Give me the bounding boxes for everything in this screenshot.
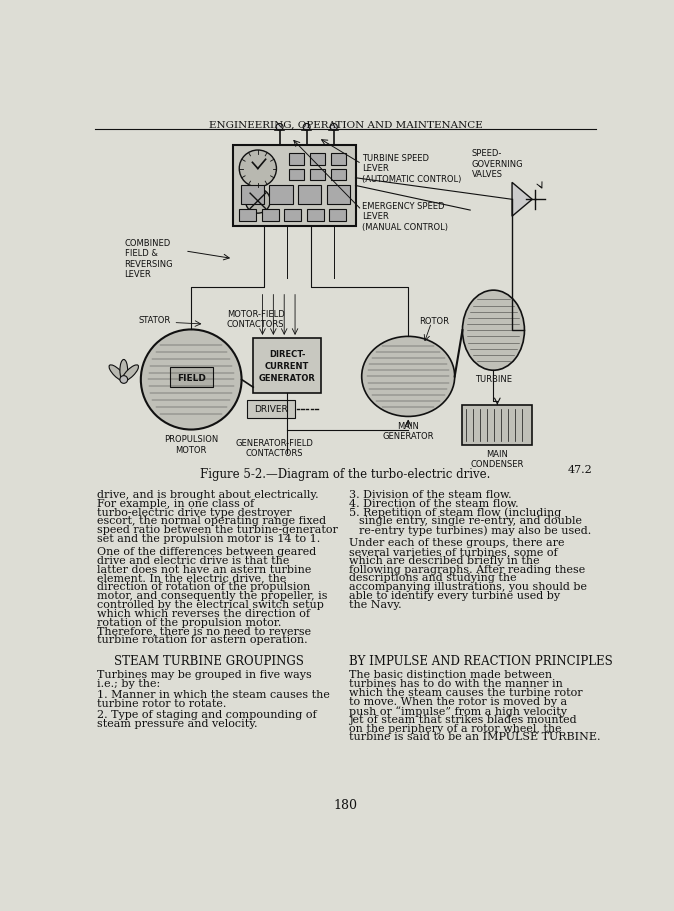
Text: ROTOR: ROTOR xyxy=(419,317,449,326)
Bar xyxy=(298,186,321,205)
Text: single entry, single re-entry, and double: single entry, single re-entry, and doubl… xyxy=(359,516,582,526)
Ellipse shape xyxy=(120,360,127,382)
Text: push or “impulse” from a high velocity: push or “impulse” from a high velocity xyxy=(349,705,568,716)
Text: PROPULSION
MOTOR: PROPULSION MOTOR xyxy=(164,435,218,454)
Bar xyxy=(270,186,293,205)
Text: FIELD: FIELD xyxy=(177,374,206,383)
Text: element. In the electric drive, the: element. In the electric drive, the xyxy=(96,573,286,583)
Text: 2. Type of staging and compounding of: 2. Type of staging and compounding of xyxy=(96,710,316,720)
Text: re-entry type turbines) may also be used.: re-entry type turbines) may also be used… xyxy=(359,525,591,536)
Ellipse shape xyxy=(122,365,138,382)
Text: to move. When the rotor is moved by a: to move. When the rotor is moved by a xyxy=(349,696,568,706)
Text: 3. Division of the steam flow.: 3. Division of the steam flow. xyxy=(349,489,512,499)
Text: i.e.; by the:: i.e.; by the: xyxy=(96,679,160,689)
Text: escort, the normal operating range fixed: escort, the normal operating range fixed xyxy=(96,516,326,526)
Text: 4. Direction of the steam flow.: 4. Direction of the steam flow. xyxy=(349,498,519,508)
Text: which which reverses the direction of: which which reverses the direction of xyxy=(96,609,309,618)
Text: turbine is said to be an IMPULSE TURBINE.: turbine is said to be an IMPULSE TURBINE… xyxy=(349,732,601,742)
Bar xyxy=(462,405,532,445)
Text: 180: 180 xyxy=(334,798,357,811)
Text: jet of steam that strikes blades mounted: jet of steam that strikes blades mounted xyxy=(349,714,577,724)
Text: following paragraphs. After reading these: following paragraphs. After reading thes… xyxy=(349,564,586,574)
Ellipse shape xyxy=(362,337,455,417)
Text: STEAM TURBINE GROUPINGS: STEAM TURBINE GROUPINGS xyxy=(114,654,304,667)
Text: set and the propulsion motor is 14 to 1.: set and the propulsion motor is 14 to 1. xyxy=(96,534,320,544)
Bar xyxy=(289,169,305,181)
Text: ENGINEERING, OPERATION AND MAINTENANCE: ENGINEERING, OPERATION AND MAINTENANCE xyxy=(208,120,483,129)
Text: For example, in one class of: For example, in one class of xyxy=(96,498,254,508)
Text: STATOR: STATOR xyxy=(138,315,171,324)
Text: speed ratio between the turbine-generator: speed ratio between the turbine-generato… xyxy=(96,525,338,535)
Bar xyxy=(262,210,279,221)
Text: motor, and consequently the propeller, is: motor, and consequently the propeller, i… xyxy=(96,590,327,600)
Text: several varieties of turbines, some of: several varieties of turbines, some of xyxy=(349,547,558,557)
Text: steam pressure and velocity.: steam pressure and velocity. xyxy=(96,719,257,729)
Text: GENERATOR-FIELD
CONTACTORS: GENERATOR-FIELD CONTACTORS xyxy=(235,438,313,458)
Text: DIRECT-
CURRENT
GENERATOR: DIRECT- CURRENT GENERATOR xyxy=(259,350,315,383)
Circle shape xyxy=(239,151,276,188)
Ellipse shape xyxy=(109,365,125,382)
Text: BY IMPULSE AND REACTION PRINCIPLES: BY IMPULSE AND REACTION PRINCIPLES xyxy=(349,654,613,667)
Circle shape xyxy=(303,124,310,131)
Text: EMERGENCY SPEED
LEVER
(MANUAL CONTROL): EMERGENCY SPEED LEVER (MANUAL CONTROL) xyxy=(362,201,448,231)
Bar xyxy=(331,169,346,181)
Text: MAIN
GENERATOR: MAIN GENERATOR xyxy=(382,422,434,441)
Polygon shape xyxy=(512,183,532,217)
Circle shape xyxy=(330,124,337,131)
Text: 47.2: 47.2 xyxy=(568,465,592,475)
Text: descriptions and studying the: descriptions and studying the xyxy=(349,573,517,583)
Text: MOTOR-FIELD
CONTACTORS: MOTOR-FIELD CONTACTORS xyxy=(227,310,284,329)
Text: TURBINE: TURBINE xyxy=(475,374,512,384)
Text: SPEED-
GOVERNING
VALVES: SPEED- GOVERNING VALVES xyxy=(472,149,524,179)
Text: One of the differences between geared: One of the differences between geared xyxy=(96,547,316,557)
Text: 5. Repetition of steam flow (including: 5. Repetition of steam flow (including xyxy=(349,507,561,517)
Text: the Navy.: the Navy. xyxy=(349,599,402,609)
Text: TURBINE SPEED
LEVER
(AUTOMATIC CONTROL): TURBINE SPEED LEVER (AUTOMATIC CONTROL) xyxy=(362,154,461,184)
Text: rotation of the propulsion motor.: rotation of the propulsion motor. xyxy=(96,617,281,627)
Text: latter does not have an astern turbine: latter does not have an astern turbine xyxy=(96,564,311,574)
Text: turbines has to do with the manner in: turbines has to do with the manner in xyxy=(349,679,563,689)
Bar xyxy=(247,400,295,418)
Text: drive, and is brought about electrically.: drive, and is brought about electrically… xyxy=(96,489,318,499)
Bar xyxy=(327,186,350,205)
Text: which are described briefly in the: which are described briefly in the xyxy=(349,555,540,565)
Ellipse shape xyxy=(462,291,524,371)
Text: 1. Manner in which the steam causes the: 1. Manner in which the steam causes the xyxy=(96,690,330,700)
Text: Figure 5-2.—Diagram of the turbo-electric drive.: Figure 5-2.—Diagram of the turbo-electri… xyxy=(200,467,491,481)
Text: COMBINED
FIELD &
REVERSING
LEVER: COMBINED FIELD & REVERSING LEVER xyxy=(125,239,173,279)
Bar xyxy=(169,368,213,388)
Text: Under each of these groups, there are: Under each of these groups, there are xyxy=(349,537,565,548)
Text: Turbines may be grouped in five ways: Turbines may be grouped in five ways xyxy=(96,670,311,680)
Bar xyxy=(233,147,355,227)
Text: controlled by the electrical switch setup: controlled by the electrical switch setu… xyxy=(96,599,324,609)
Bar xyxy=(241,186,264,205)
Text: accompanying illustrations, you should be: accompanying illustrations, you should b… xyxy=(349,581,587,591)
Text: turbine rotation for astern operation.: turbine rotation for astern operation. xyxy=(96,635,307,645)
Text: turbine rotor to rotate.: turbine rotor to rotate. xyxy=(96,699,226,709)
Text: turbo-electric drive type destroyer: turbo-electric drive type destroyer xyxy=(96,507,291,517)
Bar xyxy=(310,154,326,166)
Text: The basic distinction made between: The basic distinction made between xyxy=(349,670,553,680)
Bar xyxy=(289,154,305,166)
Bar xyxy=(329,210,346,221)
Bar xyxy=(331,154,346,166)
Text: able to identify every turbine used by: able to identify every turbine used by xyxy=(349,590,560,600)
Circle shape xyxy=(120,376,127,384)
Text: MAIN
CONDENSER: MAIN CONDENSER xyxy=(470,449,524,468)
Circle shape xyxy=(245,189,270,214)
Bar xyxy=(239,210,256,221)
Bar xyxy=(284,210,301,221)
Bar xyxy=(310,169,326,181)
Circle shape xyxy=(276,124,283,131)
Text: which the steam causes the turbine rotor: which the steam causes the turbine rotor xyxy=(349,687,583,697)
Text: on the periphery of a rotor wheel, the: on the periphery of a rotor wheel, the xyxy=(349,722,562,732)
Text: direction of rotation of the propulsion: direction of rotation of the propulsion xyxy=(96,581,310,591)
Circle shape xyxy=(141,330,241,430)
Bar xyxy=(253,339,321,394)
Text: DRIVER: DRIVER xyxy=(254,404,288,414)
Bar xyxy=(307,210,324,221)
Text: drive and electric drive is that the: drive and electric drive is that the xyxy=(96,555,289,565)
Text: Therefore, there is no need to reverse: Therefore, there is no need to reverse xyxy=(96,626,311,636)
